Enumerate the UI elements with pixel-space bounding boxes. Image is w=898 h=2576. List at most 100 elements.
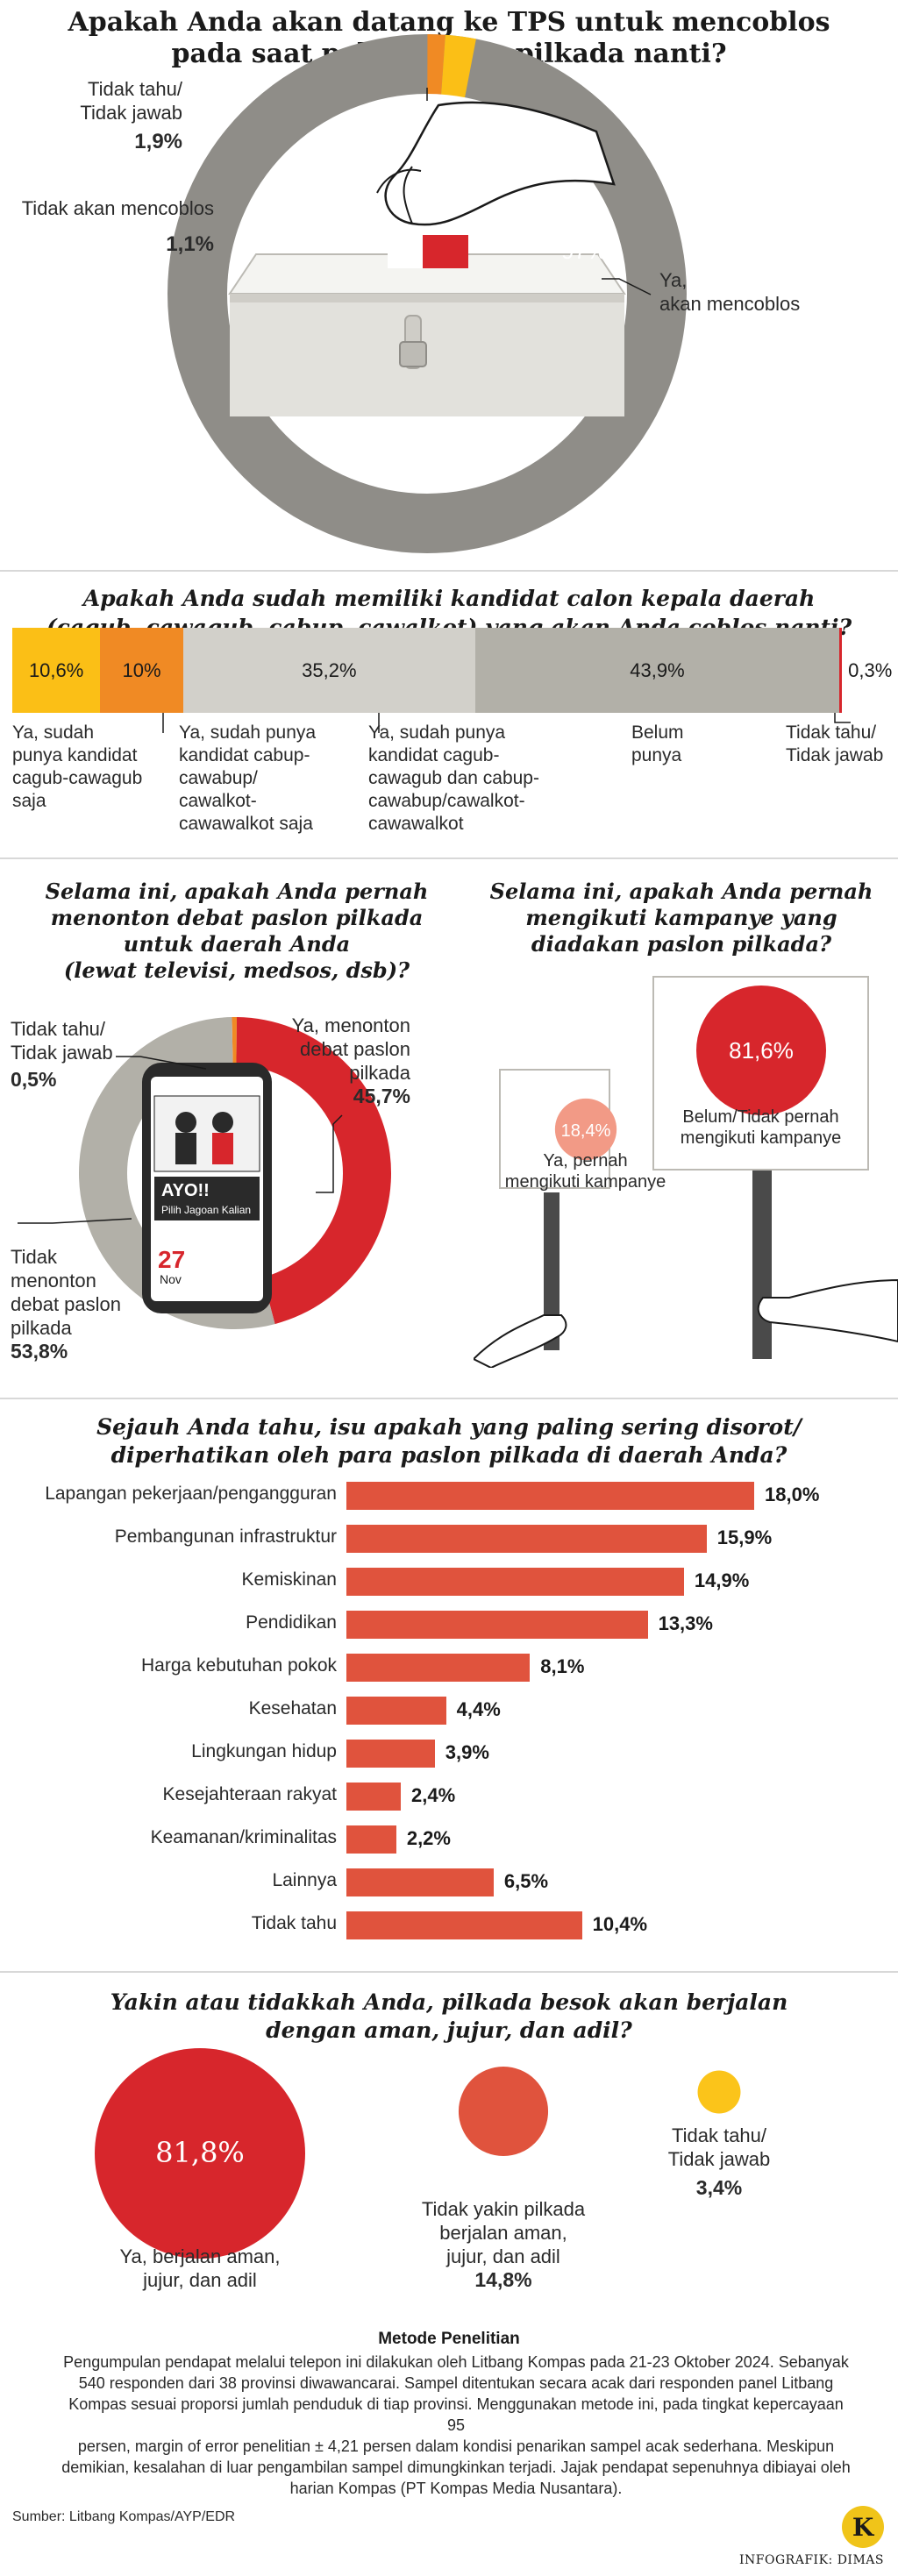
kampanye-sign-illustration: 81,6% 18,4% [474,976,898,1368]
isu-bar [346,1654,531,1682]
isu-value-label: 14,9% [694,1569,750,1591]
isu-category-label: Kemiskinan [241,1569,337,1590]
isu-value-label: 2,2% [406,1827,451,1849]
kandidat-title-line1: Apakah Anda sudah memiliki kandidat calo… [82,586,816,611]
debat-no-value: 53,8% [11,1340,68,1363]
debat-no-label-l3: debat paslon [11,1293,121,1315]
aman-unk-label-l1: Tidak tahu/ [671,2124,767,2146]
kampanye-hand-left [474,1314,567,1368]
kampanye-small-label: Ya, pernah mengikuti kampanye [487,1150,684,1192]
kampanye-big-label: Belum/Tidak pernah mengikuti kampanye [653,1107,868,1149]
kampanye-small-label-l1: Ya, pernah [543,1151,628,1171]
kandidat-label-e: Tidak tahu/ Tidak jawab [786,722,883,767]
isu-bar [346,1611,648,1639]
isu-title: Sejauh Anda tahu, isu apakah yang paling… [35,1413,863,1469]
tps-no-label-l1: Tidak akan mencoblos [21,197,214,219]
tps-title-line1: Apakah Anda akan datang ke TPS untuk men… [68,7,830,38]
kandidat-label-a-l4: saja [12,791,46,811]
aman-yes-label-l1: Ya, berjalan aman, [119,2245,281,2267]
isu-category-label: Lainnya [272,1870,337,1890]
metode-line2: 540 responden dari 38 provinsi diwawanca… [78,2374,834,2392]
isu-row: Keamanan/kriminalitas 2,2% [0,1824,898,1855]
isu-value-label: 3,9% [445,1741,489,1763]
divider-1 [0,570,898,572]
phone-month-text: Nov [160,1272,182,1286]
metode-title: Metode Penelitian [378,2330,520,2348]
tps-unk-label-l2: Tidak jawab [80,102,182,124]
kandidat-label-d-l1: Belum [631,722,684,743]
aman-unk-value: 3,4% [695,2176,743,2199]
kandidat-label-b-l1: Ya, sudah punya [179,722,317,743]
kandidat-label-a-l2: punya kandidat [12,745,138,765]
metode-body: Pengumpulan pendapat melalui telepon ini… [61,2352,851,2499]
isu-row: Kemiskinan 14,9% [0,1566,898,1598]
source-text: Sumber: Litbang Kompas/AYP/EDR [12,2509,236,2524]
metode-line6: harian Kompas (PT Kompas Media Nusantara… [289,2480,623,2497]
kompas-logo-letter: K [852,2512,874,2542]
infografik-credit: INFOGRAFIK: DIMAS [739,2553,884,2567]
aman-yes-label-l2: jujur, dan adil [143,2269,257,2291]
debat-yes-leader [316,1114,343,1193]
kampanye-big-bubble [696,986,826,1115]
tps-no-label: Tidak akan mencoblos 1,1% [22,196,214,256]
aman-no-label-l1: Tidak yakin pilkada [421,2198,586,2220]
aman-no-label: Tidak yakin pilkada berjalan aman, jujur… [372,2197,635,2292]
kampanye-title-l1: Selama ini, apakah Anda pernah [489,879,873,904]
kandidat-leaders [162,713,851,733]
metode-line4: persen, margin of error penelitian ± 4,2… [77,2437,835,2455]
isu-category-label: Tidak tahu [251,1913,337,1933]
isu-row: Kesejahteraan rakyat 2,4% [0,1781,898,1812]
kandidat-segment-d-value: 43,9% [630,658,685,681]
kampanye-small-value: 18,4% [561,1121,611,1141]
isu-category-label: Pembangunan infrastruktur [114,1526,337,1547]
aman-bubble-yes [95,2048,305,2259]
aman-bubble-chart: 81,8% [95,2048,741,2259]
isu-row: Lingkungan hidup 3,9% [0,1738,898,1769]
debat-yes-label-l2: debat paslon [300,1038,410,1060]
aman-title-l1: Yakin atau tidakkah Anda, pilkada besok … [110,1989,788,2015]
kandidat-segment-e-value: 0,3% [848,658,893,681]
isu-bar [346,1783,401,1811]
isu-bar [346,1740,435,1768]
tps-yes-value: 97% [561,238,607,264]
isu-row: Pendidikan 13,3% [0,1609,898,1640]
isu-category-label: Pendidikan [246,1612,337,1633]
isu-value-label: 8,1% [540,1655,585,1677]
kampanye-big-value: 81,6% [729,1037,794,1064]
isu-row: Lapangan pekerjaan/pengangguran 18,0% [0,1480,898,1512]
debat-title-l2: menonton debat paslon pilkada [50,905,424,930]
debat-yes-label-l1: Ya, menonton [291,1014,410,1036]
isu-category-label: Lapangan pekerjaan/pengangguran [45,1484,337,1504]
isu-bar [346,1825,396,1854]
kandidat-label-e-l2: Tidak jawab [786,745,884,765]
isu-bar [346,1697,446,1725]
kandidat-segment-e: 0,3% [839,628,892,713]
isu-bar [346,1868,494,1896]
kandidat-segment-d: 43,9% [474,628,840,713]
isu-value-label: 18,0% [765,1484,820,1505]
kandidat-segment-a: 10,6% [12,628,101,713]
debat-no-leader [18,1218,132,1224]
aman-unk-label-l2: Tidak jawab [667,2148,771,2170]
debat-unk-leader [116,1056,207,1070]
kandidat-segment-a-value: 10,6% [28,658,84,681]
aman-bubble-unk [697,2070,741,2114]
divider-3 [0,1398,898,1399]
isu-value-label: 13,3% [658,1612,713,1634]
phone-sub-text: Pilih Jagoan Kalian [161,1204,251,1216]
kandidat-label-c: Ya, sudah punya kandidat cagub- cawagub … [368,722,539,836]
kampanye-small-bubble [554,1098,617,1161]
debat-title-l3: untuk daerah Anda [123,931,351,957]
aman-no-label-l3: jujur, dan adil [446,2245,560,2267]
tps-unk-label-l1: Tidak tahu/ [87,78,182,100]
debat-no-label: Tidak menonton debat paslon pilkada 53,8… [11,1245,121,1363]
kandidat-label-e-l1: Tidak tahu/ [786,722,877,743]
kandidat-leader-e [834,713,851,723]
tps-unk-label: Tidak tahu/ Tidak jawab 1,9% [80,77,182,153]
aman-no-value: 14,8% [474,2268,532,2291]
isu-value-label: 10,4% [592,1913,648,1935]
phone-illustration: AYO!! Pilih Jagoan Kalian 27 Nov [142,1063,272,1313]
debat-title-l4: (lewat televisi, medsos, dsb)? [63,957,410,983]
isu-bar [346,1525,707,1553]
isu-row: Pembangunan infrastruktur 15,9% [0,1523,898,1555]
